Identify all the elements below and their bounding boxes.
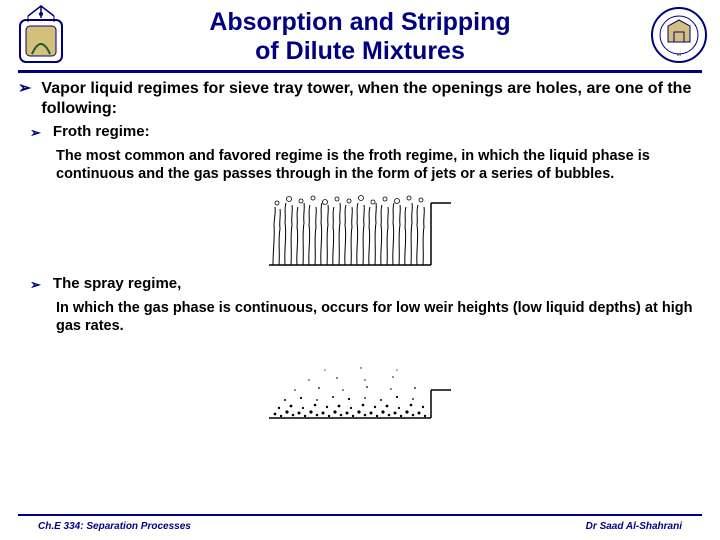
bullet-arrow-icon: ➢ bbox=[30, 123, 41, 141]
spray-heading: The spray regime, bbox=[53, 275, 181, 293]
spray-body: In which the gas phase is continuous, oc… bbox=[56, 299, 702, 335]
main-bullet-text: Vapor liquid regimes for sieve tray towe… bbox=[41, 79, 702, 119]
page-title: Absorption and Stripping of Dilute Mixtu… bbox=[70, 4, 650, 66]
footer-left: Ch.E 334: Separation Processes bbox=[38, 521, 191, 532]
content-area: ➢ Vapor liquid regimes for sieve tray to… bbox=[0, 79, 720, 420]
title-underline bbox=[18, 70, 702, 73]
froth-figure bbox=[265, 189, 455, 267]
logo-left-icon bbox=[12, 4, 70, 66]
sub-heading-froth: ➢ Froth regime: bbox=[30, 123, 702, 141]
froth-body: The most common and favored regime is th… bbox=[56, 147, 702, 183]
title-line-2: of Dilute Mixtures bbox=[70, 37, 650, 66]
footer-divider bbox=[18, 514, 702, 516]
main-bullet: ➢ Vapor liquid regimes for sieve tray to… bbox=[18, 79, 702, 119]
bullet-arrow-icon: ➢ bbox=[18, 79, 31, 119]
spray-figure bbox=[265, 342, 455, 420]
logo-right-icon: ••• bbox=[650, 4, 708, 66]
froth-heading: Froth regime: bbox=[53, 123, 150, 141]
bullet-arrow-icon: ➢ bbox=[30, 275, 41, 293]
footer: Ch.E 334: Separation Processes Dr Saad A… bbox=[38, 521, 682, 532]
title-line-1: Absorption and Stripping bbox=[70, 8, 650, 37]
sub-heading-spray: ➢ The spray regime, bbox=[30, 275, 702, 293]
svg-text:•••: ••• bbox=[677, 52, 682, 57]
footer-right: Dr Saad Al-Shahrani bbox=[586, 521, 682, 532]
